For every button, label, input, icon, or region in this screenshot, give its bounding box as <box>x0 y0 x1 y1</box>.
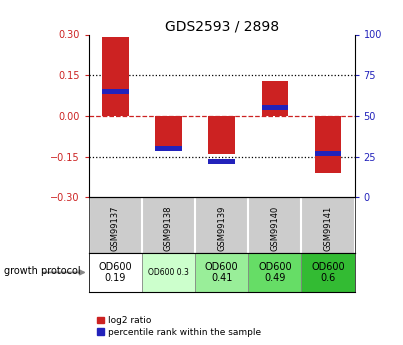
Text: OD600
0.49: OD600 0.49 <box>258 262 292 283</box>
Bar <box>262 105 288 110</box>
Bar <box>155 116 182 148</box>
Text: growth protocol: growth protocol <box>4 266 81 276</box>
Bar <box>315 116 341 173</box>
Text: OD600
0.19: OD600 0.19 <box>98 262 132 283</box>
Bar <box>301 253 355 292</box>
Text: OD600 0.3: OD600 0.3 <box>148 268 189 277</box>
Bar <box>248 253 301 292</box>
Text: GSM99141: GSM99141 <box>324 205 332 250</box>
Text: OD600
0.6: OD600 0.6 <box>311 262 345 283</box>
Text: GSM99137: GSM99137 <box>111 205 120 250</box>
Bar <box>102 37 129 116</box>
Bar <box>315 151 341 156</box>
Text: GSM99139: GSM99139 <box>217 205 226 250</box>
Bar <box>262 81 288 116</box>
Legend: log2 ratio, percentile rank within the sample: log2 ratio, percentile rank within the s… <box>93 313 264 341</box>
Bar <box>155 146 182 151</box>
Bar <box>195 253 248 292</box>
Bar <box>208 116 235 154</box>
Text: GSM99138: GSM99138 <box>164 205 173 250</box>
Bar <box>102 89 129 94</box>
Text: OD600
0.41: OD600 0.41 <box>205 262 239 283</box>
Bar <box>208 159 235 164</box>
Title: GDS2593 / 2898: GDS2593 / 2898 <box>164 19 279 33</box>
Text: GSM99140: GSM99140 <box>270 205 279 250</box>
Bar <box>89 253 142 292</box>
Bar <box>142 253 195 292</box>
